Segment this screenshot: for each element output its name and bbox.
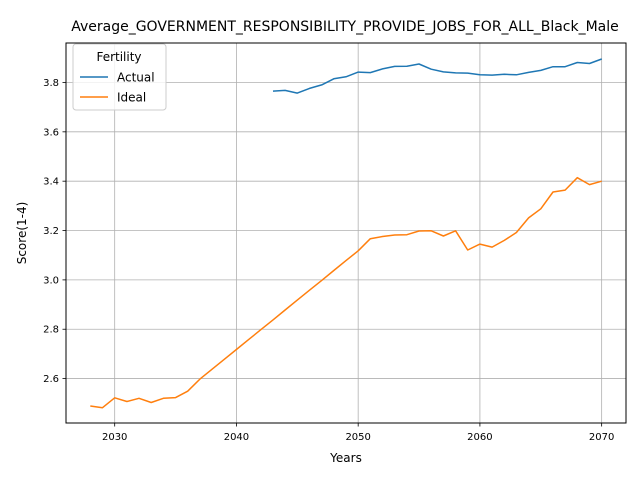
y-tick-label: 3.4 [43, 177, 59, 188]
series-lines [90, 58, 602, 409]
y-tick-label: 3.2 [43, 226, 59, 237]
x-axis-label: Years [329, 451, 362, 465]
series-line-actual [272, 58, 602, 94]
plot-frame [65, 42, 627, 424]
legend-box [72, 43, 167, 111]
y-tick-label: 2.6 [43, 374, 59, 385]
x-tick-label: 2050 [345, 432, 370, 443]
y-tick-label: 3.6 [43, 127, 59, 138]
y-axis: 2.6 2.8 3.0 3.2 3.4 3.6 3.8 [43, 78, 66, 385]
y-tick-label: 3.0 [43, 275, 59, 286]
legend-label-actual: Actual [117, 71, 155, 85]
y-tick-label: 3.8 [43, 78, 59, 89]
x-tick-label: 2060 [467, 432, 492, 443]
legend-title: Fertility [96, 50, 141, 64]
x-axis: 2030 2040 2050 2060 2070 [102, 423, 614, 443]
x-tick-label: 2030 [102, 432, 127, 443]
legend: Fertility Actual Ideal [72, 43, 167, 111]
x-tick-label: 2070 [589, 432, 614, 443]
series-line-ideal [90, 176, 602, 409]
chart-title: Average_GOVERNMENT_RESPONSIBILITY_PROVID… [71, 19, 619, 35]
y-axis-label: Score(1-4) [15, 202, 29, 265]
x-tick-label: 2040 [224, 432, 249, 443]
y-tick-label: 2.8 [43, 325, 59, 336]
legend-label-ideal: Ideal [117, 91, 146, 105]
